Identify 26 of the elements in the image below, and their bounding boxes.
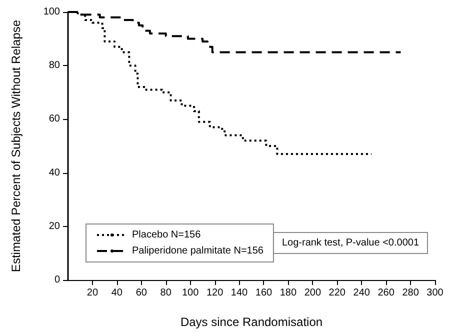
x-tick-label: 260 — [378, 288, 395, 298]
x-tick-label: 120 — [206, 288, 224, 298]
x-tick-label: 40 — [111, 288, 123, 298]
x-tick-label: 160 — [255, 288, 273, 298]
y-tick-label: 0 — [54, 274, 60, 286]
x-tick-label: 140 — [230, 288, 248, 298]
y-tick-label: 20 — [48, 220, 60, 232]
x-axis-title: Days since Randomisation — [180, 315, 323, 329]
y-tick-label: 40 — [48, 167, 60, 178]
legend-label: Placebo N=156 — [132, 230, 202, 240]
x-tick-label: 60 — [136, 288, 148, 298]
y-tick-label: 80 — [48, 60, 60, 72]
x-tick-label: 180 — [280, 288, 297, 298]
x-tick-label: 240 — [353, 288, 370, 298]
x-tick-label: 300 — [426, 288, 444, 298]
x-tick-label: 220 — [328, 288, 346, 298]
y-tick-label: 100 — [43, 6, 60, 18]
x-tick-label: 100 — [182, 288, 200, 298]
x-tick-label: 80 — [160, 288, 172, 298]
legend-label: Paliperidone palmitate N=156 — [132, 246, 264, 256]
x-tick-label: 20 — [86, 288, 98, 298]
x-tick-label: 280 — [402, 288, 420, 298]
annotation: Log-rank test, P-value <0.0001 — [282, 238, 420, 248]
y-tick-label: 60 — [48, 114, 60, 125]
y-axis-title: Estimated Percent of Subjects Without Relapse — [9, 20, 23, 272]
x-tick-label: 200 — [304, 288, 322, 298]
